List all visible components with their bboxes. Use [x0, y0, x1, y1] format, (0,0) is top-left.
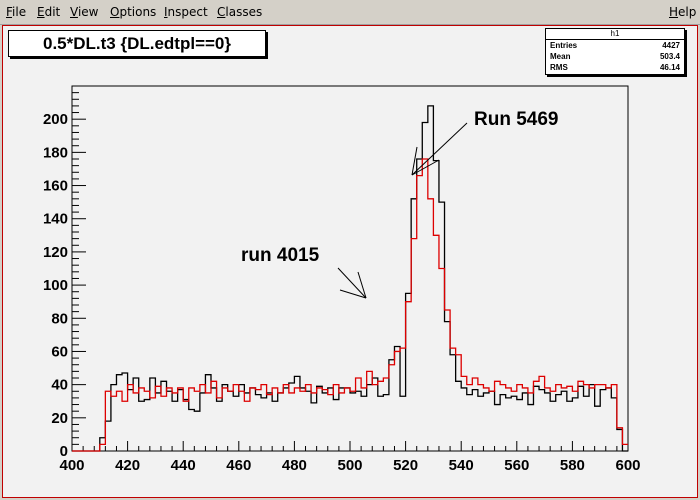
menu-options[interactable]: Options — [110, 5, 156, 19]
y-tick-label: 200 — [43, 111, 68, 128]
annotation-run-4015-arrowhead-right — [357, 271, 367, 299]
annotation-run-5469-arrowhead-left — [411, 146, 418, 176]
menu-view-label: iew — [77, 5, 99, 19]
y-tick-label: 60 — [51, 343, 68, 360]
x-tick-label: 420 — [115, 457, 140, 474]
annotation-run-4015-arrow — [337, 267, 367, 299]
y-tick-label: 120 — [43, 244, 68, 261]
menu-classes[interactable]: Classes — [217, 5, 262, 19]
x-tick-label: 540 — [449, 457, 474, 474]
y-tick-label: 140 — [43, 211, 68, 228]
menu-file-mnemonic: F — [6, 5, 13, 19]
menu-help[interactable]: Help — [669, 5, 696, 19]
x-tick-label: 600 — [615, 457, 640, 474]
stats-rms-label: RMS — [550, 63, 568, 72]
menu-bar: File Edit View Options Inspect Classes H… — [0, 0, 700, 25]
menu-help-label: elp — [678, 5, 697, 19]
menu-options-mnemonic: O — [110, 5, 120, 19]
annotation-run-5469: Run 5469 — [474, 109, 558, 130]
stats-entries-value: 4427 — [662, 41, 680, 50]
menu-inspect-mnemonic: I — [164, 5, 168, 19]
y-tick-label: 160 — [43, 178, 68, 195]
stats-box[interactable]: h1 Entries 4427 Mean 503.4 RMS 46.14 — [545, 28, 685, 75]
menu-classes-mnemonic: C — [217, 5, 226, 19]
stats-mean-value: 503.4 — [659, 52, 680, 61]
y-tick-label: 80 — [51, 310, 68, 327]
y-tick-label: 0 — [60, 443, 68, 460]
stats-mean-label: Mean — [550, 52, 571, 61]
stats-row-entries: Entries 4427 — [546, 40, 684, 51]
menu-file[interactable]: File — [6, 5, 26, 19]
menu-view[interactable]: View — [70, 5, 98, 19]
series-run-4015-line — [72, 158, 628, 452]
menu-options-label: ptions — [119, 5, 157, 19]
y-tick-label: 100 — [43, 277, 68, 294]
x-tick-label: 480 — [282, 457, 307, 474]
stats-row-mean: Mean 503.4 — [546, 51, 684, 62]
menu-edit-mnemonic: E — [37, 5, 45, 19]
x-tick-label: 520 — [393, 457, 418, 474]
y-tick-label: 20 — [51, 410, 68, 427]
y-tick-label: 40 — [51, 377, 68, 394]
stats-rms-value: 46.14 — [659, 63, 680, 72]
stats-entries-label: Entries — [550, 41, 578, 50]
x-tick-label: 580 — [560, 457, 585, 474]
annotation-run-4015-arrowhead-left — [339, 289, 367, 299]
menu-edit[interactable]: Edit — [37, 5, 60, 19]
menu-inspect-label: nspect — [167, 5, 208, 19]
y-tick-label: 180 — [43, 144, 68, 161]
x-tick-label: 440 — [171, 457, 196, 474]
annotation-run-5469-arrowhead-right — [411, 159, 440, 176]
x-tick-label: 500 — [337, 457, 362, 474]
annotation-run-4015: run 4015 — [241, 245, 320, 266]
menu-inspect[interactable]: Inspect — [164, 5, 208, 19]
menu-classes-label: lasses — [225, 5, 263, 19]
menu-view-mnemonic: V — [70, 5, 78, 19]
menu-help-mnemonic: H — [669, 5, 679, 19]
stats-row-rms: RMS 46.14 — [546, 62, 684, 73]
stats-name: h1 — [546, 29, 684, 40]
histogram-title[interactable]: 0.5*DL.t3 {DL.edtpl==0} — [8, 30, 266, 57]
annotation-run-5469-arrow — [411, 122, 468, 176]
menu-file-label: ile — [12, 5, 27, 19]
menu-edit-label: dit — [44, 5, 61, 19]
x-tick-label: 460 — [226, 457, 251, 474]
x-tick-label: 560 — [504, 457, 529, 474]
x-tick-label: 400 — [59, 457, 84, 474]
